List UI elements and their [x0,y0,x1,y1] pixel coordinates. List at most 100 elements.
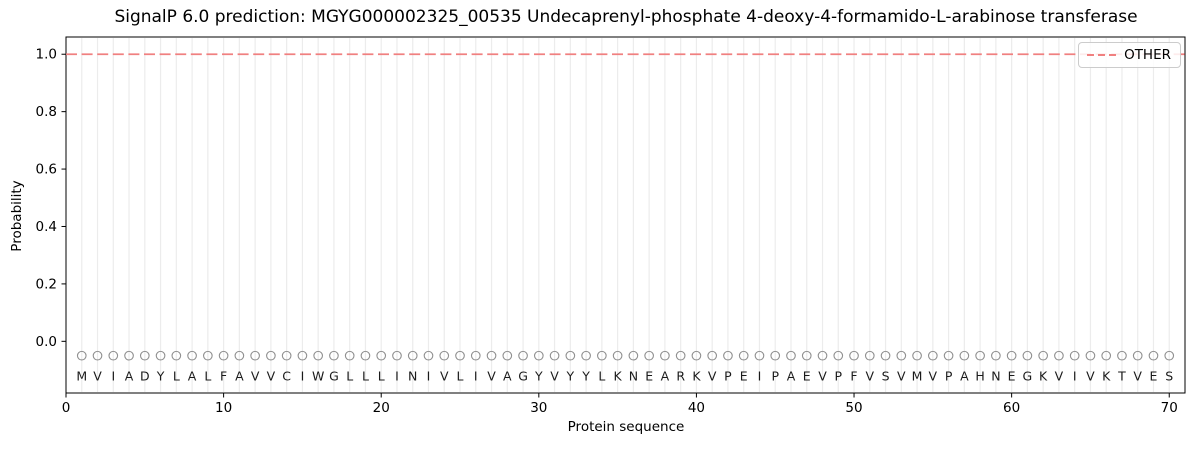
sequence-letter: V [897,369,906,384]
residue-marker-circle [991,350,1001,361]
sequence-letter: V [487,369,496,384]
residue-marker-circle [1101,350,1112,361]
residue-marker-circle [281,350,292,361]
sequence-letter: L [598,369,605,384]
sequence-letter: A [503,369,512,384]
sequence-letter: V [93,369,102,384]
residue-marker-circle [139,350,150,361]
residue-marker-circle [927,350,938,361]
sequence-letter: F [220,369,227,384]
residue-marker-circle [470,350,481,361]
residue-marker-circle [738,350,749,361]
legend-dashed-line-sample [1087,54,1117,56]
sequence-letter: M [76,369,87,384]
sequence-letter: P [945,369,953,384]
y-axis-label: Probability [9,180,25,252]
residue-marker-circle [423,350,434,361]
x-tick-label: 10 [215,400,232,416]
residue-marker-circle [691,350,702,361]
residue-marker-circle [644,350,654,361]
residue-marker-circle [628,350,639,361]
residue-marker-circle [612,350,623,361]
residue-marker-circle [250,350,260,361]
sequence-letter: V [866,369,875,384]
sequence-letter: E [740,369,748,384]
residue-marker-circle [770,350,781,361]
residue-marker-circle [297,350,308,361]
residue-marker-circle [313,350,324,361]
sequence-letter: I [758,369,762,384]
residue-marker-circle [565,350,576,361]
residue-marker-circle [187,350,197,361]
residue-marker-circle [943,350,954,361]
sequence-letter: V [708,369,717,384]
x-tick-label: 30 [530,400,547,416]
sequence-letter: P [724,369,732,384]
sequence-letter: V [550,369,559,384]
sequence-letter: A [787,369,796,384]
x-tick-label: 0 [62,400,71,416]
residue-marker-circle [202,350,213,361]
residue-marker-circle [597,350,607,361]
sequence-letter: I [1073,369,1077,384]
residue-marker-circle [344,350,355,361]
residue-marker-circle [912,350,922,361]
sequence-letter: L [204,369,211,384]
residue-marker-circle [392,350,402,361]
sequence-letter: S [1165,369,1173,384]
sequence-letter: T [1117,369,1126,384]
sequence-letter: Y [534,369,543,384]
residue-marker-circle [880,350,891,361]
y-axis-ticks: 0.0 0.2 0.4 0.6 0.8 1.0 [36,47,66,350]
residue-marker-circle [849,350,859,361]
sequence-letter: V [1133,369,1142,384]
residue-marker-circle [1085,350,1096,361]
residue-marker-circle [1148,350,1159,361]
sequence-letter: L [457,369,464,384]
sequence-letter: V [1086,369,1095,384]
sequence-letter: P [771,369,779,384]
residue-marker-circle [155,350,166,361]
y-tick-label: 0.2 [36,276,57,292]
residue-marker-circle [376,350,387,361]
sequence-letter: E [1150,369,1158,384]
x-tick-label: 40 [688,400,705,416]
residue-marker-circle [234,350,245,361]
residue-marker-circle [108,350,119,361]
sequence-letter: N [991,369,1000,384]
sequence-letter: L [362,369,369,384]
residue-marker-circle [786,350,796,361]
residue-marker-circle [1164,350,1175,361]
x-tick-label: 60 [1003,400,1020,416]
sequence-letter: E [645,369,653,384]
sequence-letter: K [614,369,623,384]
residue-marker-circle [407,350,418,361]
residue-marker-circle [959,350,970,361]
sequence-letter: V [818,369,827,384]
sequence-letter: V [929,369,938,384]
residue-marker-circle [581,350,591,361]
residue-marker-circle [266,350,276,361]
residue-marker-circle [76,350,87,361]
y-tick-label: 0.4 [36,219,57,235]
sequence-letter: K [692,369,701,384]
sequence-letter: I [111,369,115,384]
residue-marker-circle [1132,350,1143,361]
sequence-letter: V [440,369,449,384]
x-axis-label: Protein sequence [567,419,685,435]
residue-marker-circle [171,350,182,361]
residue-markers [76,350,1175,361]
sequence-letter: G [1023,369,1033,384]
sequence-letter: L [173,369,180,384]
residue-marker-circle [975,350,985,361]
residue-marker-circle [533,350,544,361]
residue-marker-circle [833,350,844,361]
sequence-letter: A [188,369,197,384]
residue-marker-circle [723,350,733,361]
residue-marker-circle [218,350,229,361]
y-tick-label: 0.8 [36,104,57,120]
sequence-letter: P [834,369,842,384]
sequence-letter: R [676,369,685,384]
